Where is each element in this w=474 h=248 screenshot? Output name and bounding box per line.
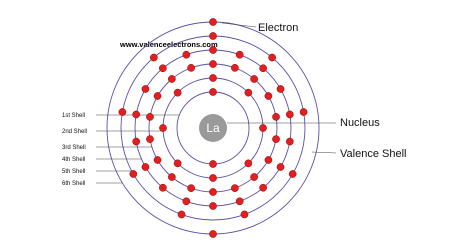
shell-label: 4th Shell	[62, 157, 85, 163]
electron	[209, 202, 217, 210]
electron	[244, 88, 253, 97]
electron	[159, 124, 167, 132]
electron	[168, 173, 176, 181]
electron	[259, 124, 267, 132]
shell-label: 5th Shell	[62, 169, 85, 175]
electron	[182, 197, 191, 206]
electron-label: Electron	[258, 22, 298, 34]
electron	[146, 113, 154, 121]
electron	[285, 110, 294, 119]
electron	[159, 183, 167, 192]
electron	[132, 137, 141, 146]
electron	[129, 170, 138, 178]
valence-shell-label: Valence Shell	[340, 148, 406, 160]
electron	[272, 113, 280, 121]
shell-label: 1st Shell	[62, 113, 85, 119]
electron	[187, 184, 195, 192]
electron	[159, 64, 167, 73]
electron	[250, 75, 258, 83]
electron	[209, 174, 217, 182]
electron	[209, 32, 217, 40]
electron	[268, 53, 276, 62]
electron	[259, 64, 267, 73]
electron	[141, 163, 150, 171]
electron	[264, 92, 273, 100]
electron	[235, 50, 244, 59]
electron	[240, 210, 249, 219]
electron	[272, 135, 280, 143]
electron	[182, 50, 191, 59]
nucleus-label: Nucleus	[340, 117, 380, 129]
electron	[299, 108, 308, 116]
electron	[209, 46, 217, 54]
electron	[209, 160, 217, 168]
shell-label: 6th Shell	[62, 181, 85, 187]
website: www.valenceelectrons.com	[119, 40, 218, 49]
electron	[209, 60, 217, 68]
electron	[209, 230, 217, 238]
electron	[235, 197, 244, 206]
electron	[173, 159, 182, 168]
electron	[150, 53, 158, 62]
electron	[285, 137, 294, 146]
electron	[231, 64, 239, 72]
electron	[153, 92, 162, 100]
pointer	[311, 151, 337, 154]
electron	[146, 135, 154, 143]
electron	[209, 74, 217, 82]
electron	[173, 88, 182, 97]
nucleus-symbol: La	[206, 121, 220, 135]
electron	[231, 184, 239, 192]
electron	[276, 85, 285, 93]
electron	[168, 75, 176, 83]
nucleus	[199, 114, 227, 142]
electron	[187, 64, 195, 72]
electron	[209, 18, 217, 26]
pointer	[221, 22, 257, 28]
electron	[209, 188, 217, 196]
electron	[209, 88, 217, 96]
electron	[250, 173, 258, 181]
shell-label: 3rd Shell	[62, 145, 86, 151]
electron	[259, 183, 267, 192]
electron	[244, 159, 253, 168]
electron	[288, 170, 297, 178]
electron	[153, 156, 162, 164]
electron	[141, 85, 150, 93]
electron	[276, 163, 285, 171]
electron	[264, 156, 273, 164]
electron	[118, 108, 127, 116]
electron	[132, 110, 141, 119]
shell-label: 2nd Shell	[62, 129, 87, 135]
electron	[177, 210, 186, 219]
